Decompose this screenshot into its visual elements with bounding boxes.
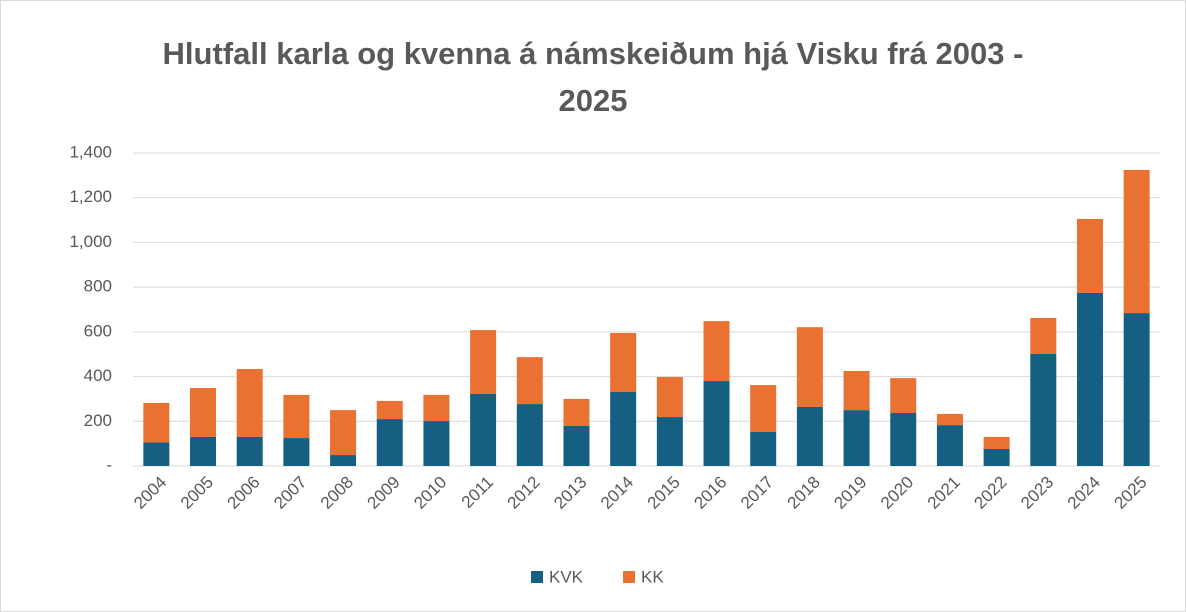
bar-segment: [190, 436, 217, 466]
bar-segment: [283, 438, 310, 466]
legend-label: KVK: [549, 567, 584, 586]
bar-segment: [1030, 317, 1057, 354]
chart-title: Hlutfall karla og kvenna á námskeiðum hj…: [162, 36, 1024, 118]
bar-segment: [890, 378, 917, 414]
bar-segment: [516, 357, 543, 405]
bar-segment: [423, 394, 450, 422]
bar-segment: [703, 381, 730, 466]
bar-segment: [1076, 218, 1103, 293]
bar-segment: [983, 436, 1010, 450]
bar-segment: [936, 413, 963, 426]
y-tick-label: 600: [84, 321, 112, 340]
bar-segment: [283, 394, 310, 439]
y-tick-label: -: [106, 455, 112, 474]
bar-segment: [796, 327, 823, 407]
bar-segment: [1030, 353, 1057, 466]
bar-segment: [796, 406, 823, 466]
bar-segment: [1123, 313, 1150, 466]
bar-segment: [656, 377, 683, 418]
bar-segment: [610, 391, 637, 466]
legend-swatch: [531, 571, 543, 583]
legend-label: KK: [641, 567, 664, 586]
bar-segment: [983, 449, 1010, 466]
bar-segment: [236, 436, 263, 466]
bar-segment: [470, 394, 497, 466]
bar-segment: [330, 455, 357, 466]
bar-segment: [843, 410, 870, 466]
bar-segment: [1076, 292, 1103, 466]
bar-segment: [236, 368, 263, 437]
y-tick-label: 200: [84, 411, 112, 430]
bar-segment: [143, 442, 170, 466]
bar-segment: [843, 370, 870, 411]
bar-segment: [190, 387, 217, 437]
y-tick-label: 1,200: [69, 187, 112, 206]
bar-segment: [563, 398, 590, 426]
bar-segment: [563, 425, 590, 466]
y-tick-label: 1,000: [69, 232, 112, 251]
bar-segment: [890, 413, 917, 466]
y-tick-label: 1,400: [69, 142, 112, 161]
bar-segment: [656, 417, 683, 466]
y-tick-label: 400: [84, 366, 112, 385]
bar-segment: [330, 410, 357, 456]
bar-segment: [703, 321, 730, 382]
bar-segment: [143, 402, 170, 443]
legend-swatch: [623, 571, 636, 583]
bar-segment: [376, 400, 403, 420]
bar-segment: [1123, 169, 1150, 314]
bar-segment: [610, 332, 637, 392]
bar-segment: [750, 385, 777, 433]
bar-segment: [470, 330, 497, 395]
bar-segment: [750, 432, 777, 466]
bar-segment: [423, 421, 450, 466]
bar-segment: [516, 404, 543, 466]
bar-segment: [376, 419, 403, 466]
bar-segment: [936, 425, 963, 466]
y-tick-label: 800: [84, 277, 112, 296]
